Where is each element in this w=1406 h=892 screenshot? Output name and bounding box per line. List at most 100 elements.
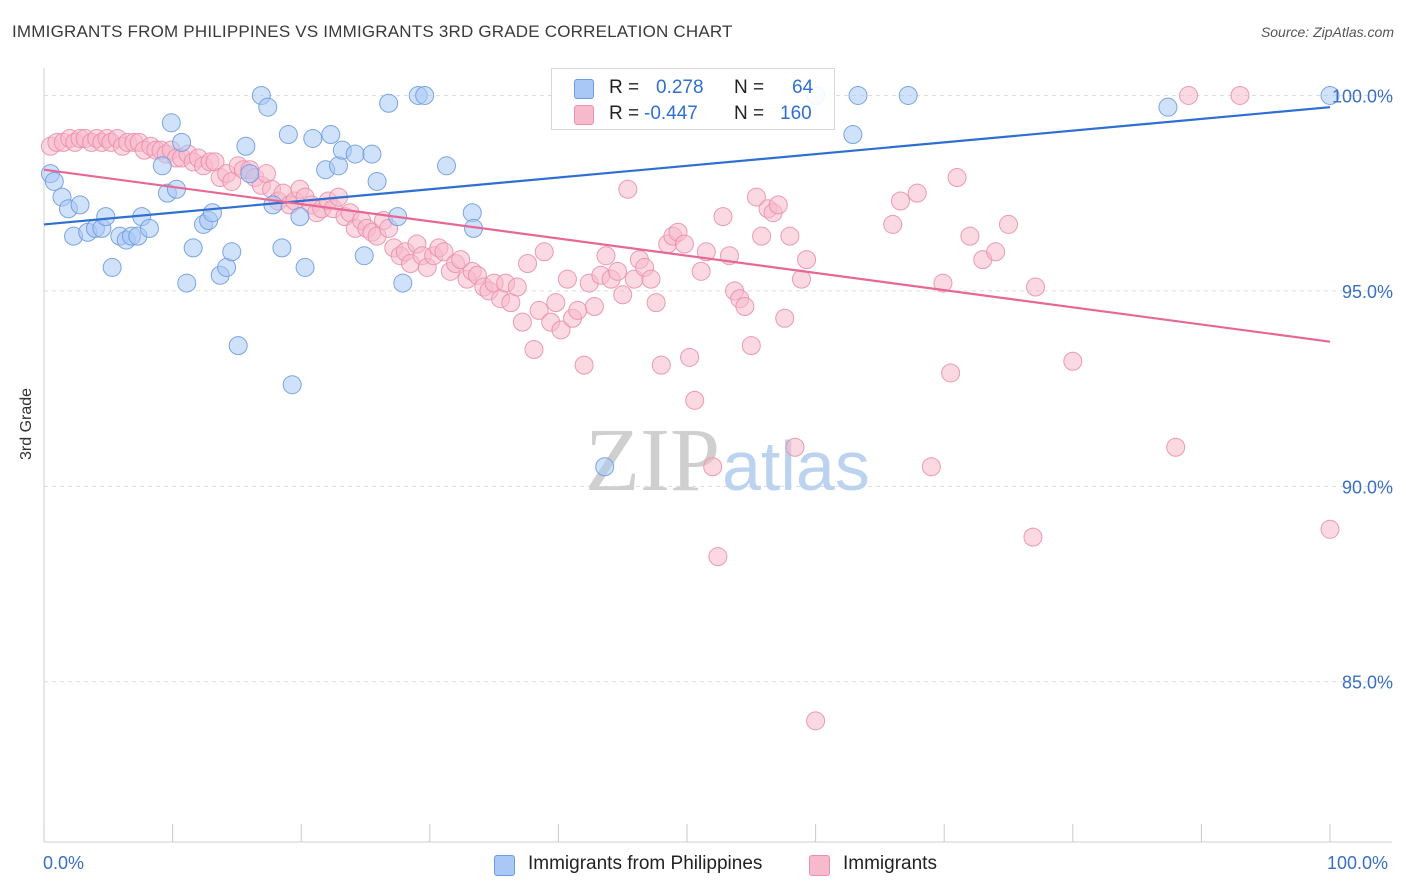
philippines-point [303,128,323,148]
immigrants-point [551,320,571,340]
immigrants-point [960,226,980,246]
immigrants-point [618,179,638,199]
grid-lines [44,94,1392,683]
chart-title: IMMIGRANTS FROM PHILIPPINES VS IMMIGRANT… [12,22,733,41]
chart-source: Source: ZipAtlas.com [1260,24,1394,40]
y-tick-label: 85.0% [1342,673,1393,693]
axes [43,68,1392,843]
immigrants-point [596,246,616,266]
immigrants-point [883,214,903,234]
philippines-point [345,144,365,164]
immigrants-point [1166,437,1186,457]
correlation-legend: R = 0.278 N = 64 R = -0.447 N = 160 [551,68,835,130]
philippines-point [898,85,918,105]
legend-n-label: N = [734,103,765,124]
philippines-point [843,125,863,145]
immigrants-point [518,254,538,274]
philippines-point [282,375,302,395]
immigrants-point [1026,277,1046,297]
immigrants-point [608,261,628,281]
philippines-point [290,207,310,227]
immigrants-point [1230,85,1250,105]
immigrants-point [641,269,661,289]
x-tick-label-min: 0.0% [43,853,85,873]
blue-swatch [574,79,594,99]
pink-swatch [574,105,594,125]
immigrants-point [434,242,454,262]
immigrants-trend-line [43,168,1331,343]
immigrants-point [507,277,527,297]
immigrants-point [646,293,666,313]
immigrants-point [451,250,471,270]
philippines-point [139,218,159,238]
immigrants-point [680,347,700,367]
immigrants-point [768,195,788,215]
philippines-point [272,238,292,258]
philippines-point [228,336,248,356]
immigrants-point [534,242,554,262]
immigrants-point [986,242,1006,262]
immigrants-point [797,250,817,270]
philippines-point [96,207,116,227]
philippines-point [321,125,341,145]
philippines-point [240,164,260,184]
bottom-legend-label: Immigrants [843,853,937,874]
philippines-point [1320,85,1340,105]
immigrants-point [775,308,795,328]
immigrants-point [933,273,953,293]
immigrants-point [752,226,772,246]
immigrants-point [674,234,694,254]
immigrants-point [806,711,826,731]
immigrants-point [921,457,941,477]
philippines-point [595,457,615,477]
immigrants-point [741,336,761,356]
immigrants-point [785,437,805,457]
philippines-point [44,171,64,191]
pink-swatch [809,855,830,876]
immigrants-point [568,300,588,320]
legend-n-value: 64 [792,77,814,98]
philippines-point [172,132,192,152]
immigrants-point [574,355,594,375]
philippines-point [354,246,374,266]
philippines-point [362,144,382,164]
philippines-point [161,113,181,133]
immigrants-point [651,355,671,375]
philippines-point [379,93,399,113]
immigrants-point [713,207,733,227]
philippines-point [393,273,413,293]
immigrants-point [708,547,728,567]
philippines-point [278,125,298,145]
legend-r-value: -0.447 [644,103,698,124]
immigrants-point [1023,527,1043,547]
philippines-point [222,242,242,262]
y-tick-label: 100.0% [1332,86,1393,106]
immigrants-point [685,390,705,410]
philippines-point [177,273,197,293]
immigrants-point [557,269,577,289]
immigrants-point [696,242,716,262]
immigrants-point [524,340,544,360]
immigrants-point [1179,85,1199,105]
philippines-point [102,257,122,277]
blue-swatch [494,855,515,876]
bottom-legend-label: Immigrants from Philippines [528,853,763,874]
y-tick-labels: 85.0% 90.0% 95.0% 100.0% [1332,86,1393,692]
immigrants-point [691,261,711,281]
immigrants-point [890,191,910,211]
philippines-point [202,203,222,223]
immigrants-point [947,168,967,188]
philippines-point [70,195,90,215]
philippines-point [1158,97,1178,117]
immigrants-point [735,297,755,317]
legend-n-value: 160 [780,103,812,124]
immigrants-point [746,187,766,207]
philippines-point [367,171,387,191]
immigrants-point [1063,351,1083,371]
philippines-point [183,238,203,258]
immigrants-point [941,363,961,383]
immigrants-point [529,300,549,320]
legend-n-label: N = [734,77,765,98]
legend-r-label: R = [609,103,640,124]
